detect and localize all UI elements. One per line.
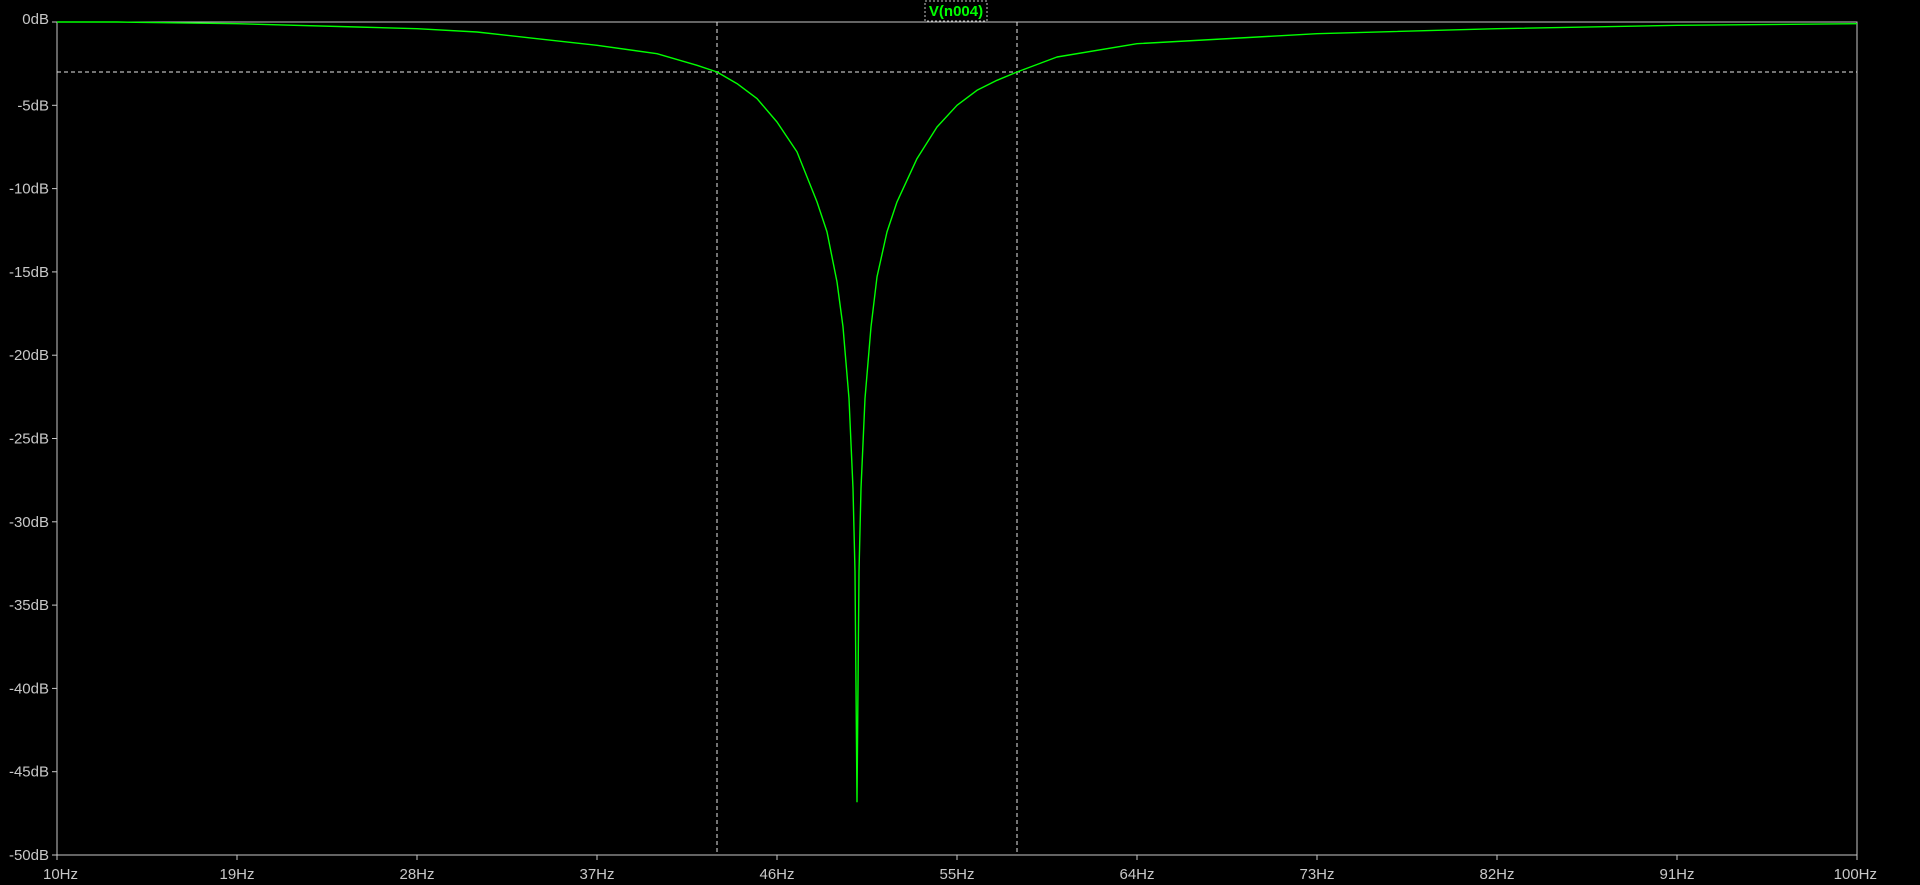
x-tick-label: 10Hz [43, 866, 78, 883]
label-layer: 10Hz 19Hz 28Hz 37Hz 46Hz 55Hz 64Hz 73Hz 82Hz 91Hz… [9, 11, 1877, 883]
y-tick-label: -15dB [9, 264, 49, 281]
y-tick-label: -5dB [17, 97, 49, 114]
y-tick-label: -30dB [9, 514, 49, 531]
x-tick-label: 64Hz [1119, 866, 1154, 883]
x-tick-label: 82Hz [1479, 866, 1514, 883]
cursor-layer [57, 22, 1857, 855]
trace-layer [57, 21, 1858, 803]
y-tick-label: -50dB [9, 847, 49, 864]
x-tick-label: 46Hz [759, 866, 794, 883]
trace-legend-box [924, 0, 988, 22]
x-tick-label: 55Hz [939, 866, 974, 883]
x-tick-label: 37Hz [579, 866, 614, 883]
x-tick-label: 91Hz [1659, 866, 1694, 883]
y-tick-label: -20dB [9, 347, 49, 364]
trace-legend[interactable]: V(n004) [924, 0, 988, 22]
y-tick-label: -10dB [9, 181, 49, 198]
x-tick-label: 28Hz [399, 866, 434, 883]
x-tick-label: 73Hz [1299, 866, 1334, 883]
x-tick-label: 100Hz [1834, 866, 1877, 883]
y-tick-label: -35dB [9, 597, 49, 614]
y-tick-label: -25dB [9, 431, 49, 448]
x-tick-label: 19Hz [219, 866, 254, 883]
y-tick-label: 0dB [22, 11, 49, 28]
grid-layer [52, 21, 1858, 860]
trace-legend-label[interactable]: V(n004) [929, 3, 983, 20]
series-line-1 [57, 21, 1858, 803]
y-tick-label: -45dB [9, 764, 49, 781]
y-tick-label: -40dB [9, 680, 49, 697]
